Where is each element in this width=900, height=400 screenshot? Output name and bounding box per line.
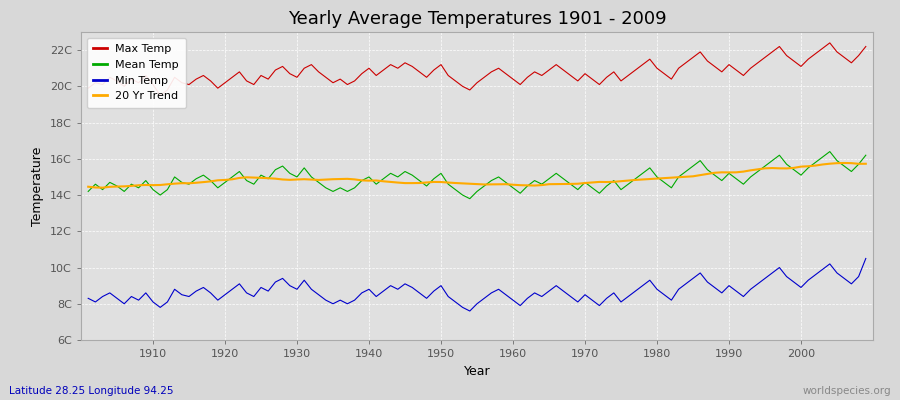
Title: Yearly Average Temperatures 1901 - 2009: Yearly Average Temperatures 1901 - 2009 [288,10,666,28]
Legend: Max Temp, Mean Temp, Min Temp, 20 Yr Trend: Max Temp, Mean Temp, Min Temp, 20 Yr Tre… [86,38,185,108]
Text: worldspecies.org: worldspecies.org [803,386,891,396]
X-axis label: Year: Year [464,364,490,378]
Text: Latitude 28.25 Longitude 94.25: Latitude 28.25 Longitude 94.25 [9,386,174,396]
Y-axis label: Temperature: Temperature [32,146,44,226]
